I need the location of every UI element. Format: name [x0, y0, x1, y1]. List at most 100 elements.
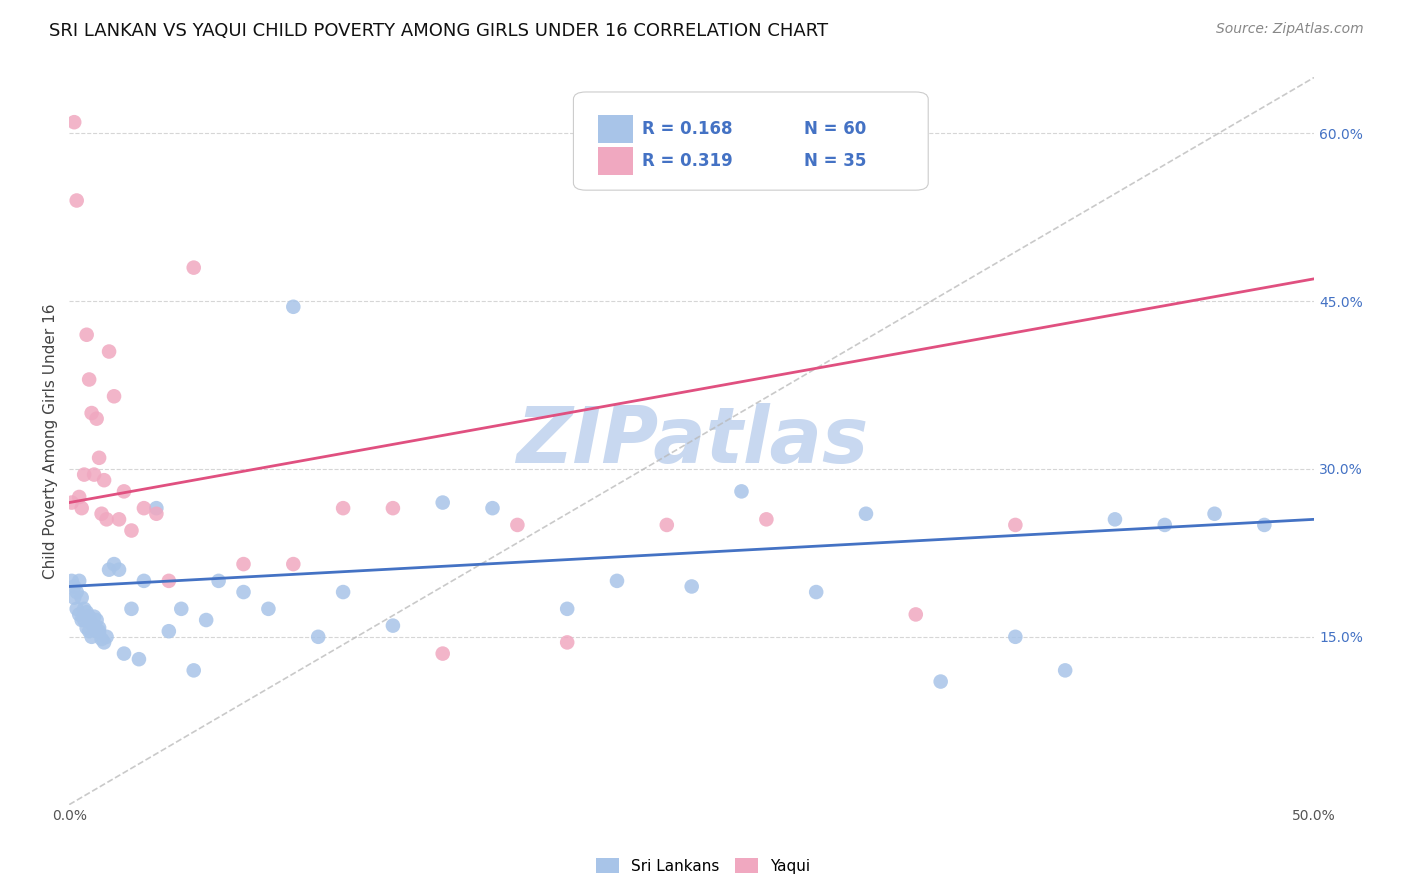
FancyBboxPatch shape [599, 147, 633, 175]
Point [98, 563, 121, 577]
Point [80, 630, 103, 644]
Point [128, 652, 150, 666]
Point [1004, 517, 1026, 532]
Point [170, 602, 193, 616]
Point [307, 630, 329, 644]
Point [655, 517, 678, 532]
Point [855, 507, 877, 521]
Point [77, 624, 100, 639]
Point [108, 512, 131, 526]
Point [93, 473, 115, 487]
Point [232, 557, 254, 571]
Point [63, 591, 86, 605]
Point [606, 574, 628, 588]
Text: Source: ZipAtlas.com: Source: ZipAtlas.com [1216, 22, 1364, 37]
Point [86, 411, 108, 425]
Point [121, 602, 143, 616]
Point [96, 512, 118, 526]
Point [80, 616, 103, 631]
Point [145, 501, 167, 516]
Point [98, 344, 121, 359]
Point [283, 557, 305, 571]
Point [207, 574, 229, 588]
Point [257, 602, 280, 616]
Point [183, 664, 205, 678]
Text: SRI LANKAN VS YAQUI CHILD POVERTY AMONG GIRLS UNDER 16 CORRELATION CHART: SRI LANKAN VS YAQUI CHILD POVERTY AMONG … [49, 22, 828, 40]
Point [67, 490, 90, 504]
Point [63, 579, 86, 593]
Point [63, 115, 86, 129]
Text: R = 0.319: R = 0.319 [643, 152, 733, 170]
Point [132, 574, 155, 588]
Point [87, 621, 110, 635]
Point [83, 609, 105, 624]
Legend: Sri Lankans, Yaqui: Sri Lankans, Yaqui [591, 852, 815, 880]
Point [70, 591, 93, 605]
Point [93, 635, 115, 649]
Point [432, 647, 454, 661]
Point [157, 624, 180, 639]
Point [73, 613, 96, 627]
Point [76, 621, 98, 635]
Point [681, 579, 703, 593]
Point [70, 501, 93, 516]
Point [283, 300, 305, 314]
Point [77, 609, 100, 624]
Point [108, 563, 131, 577]
Point [76, 605, 98, 619]
Point [555, 635, 578, 649]
Point [804, 585, 827, 599]
Point [157, 574, 180, 588]
Point [195, 613, 218, 627]
Point [73, 602, 96, 616]
Point [332, 501, 354, 516]
Point [1253, 517, 1275, 532]
Point [87, 624, 110, 639]
FancyBboxPatch shape [599, 115, 633, 143]
Point [67, 607, 90, 622]
Point [66, 585, 89, 599]
Point [83, 467, 105, 482]
Text: N = 35: N = 35 [804, 152, 866, 170]
Point [60, 495, 83, 509]
Point [232, 585, 254, 599]
Point [145, 507, 167, 521]
Point [66, 194, 89, 208]
Point [1104, 512, 1126, 526]
Point [86, 624, 108, 639]
Point [77, 372, 100, 386]
Point [112, 484, 135, 499]
Point [1004, 630, 1026, 644]
Point [381, 618, 404, 632]
Point [132, 501, 155, 516]
Point [381, 501, 404, 516]
Point [70, 613, 93, 627]
Point [83, 618, 105, 632]
Point [1054, 664, 1077, 678]
Point [66, 602, 89, 616]
Point [86, 613, 108, 627]
Point [432, 495, 454, 509]
Point [96, 630, 118, 644]
Point [332, 585, 354, 599]
Point [73, 467, 96, 482]
Point [103, 557, 125, 571]
Point [87, 450, 110, 465]
Point [90, 507, 112, 521]
Point [67, 574, 90, 588]
Point [1204, 507, 1226, 521]
Point [76, 327, 98, 342]
Point [183, 260, 205, 275]
Point [121, 524, 143, 538]
Point [80, 406, 103, 420]
Text: ZIPatlas: ZIPatlas [516, 403, 868, 479]
Point [481, 501, 503, 516]
Point [60, 574, 83, 588]
FancyBboxPatch shape [574, 92, 928, 190]
Y-axis label: Child Poverty Among Girls Under 16: Child Poverty Among Girls Under 16 [44, 303, 58, 579]
Point [1153, 517, 1175, 532]
Point [90, 632, 112, 646]
Point [555, 602, 578, 616]
Text: R = 0.168: R = 0.168 [643, 120, 733, 138]
Text: N = 60: N = 60 [804, 120, 866, 138]
